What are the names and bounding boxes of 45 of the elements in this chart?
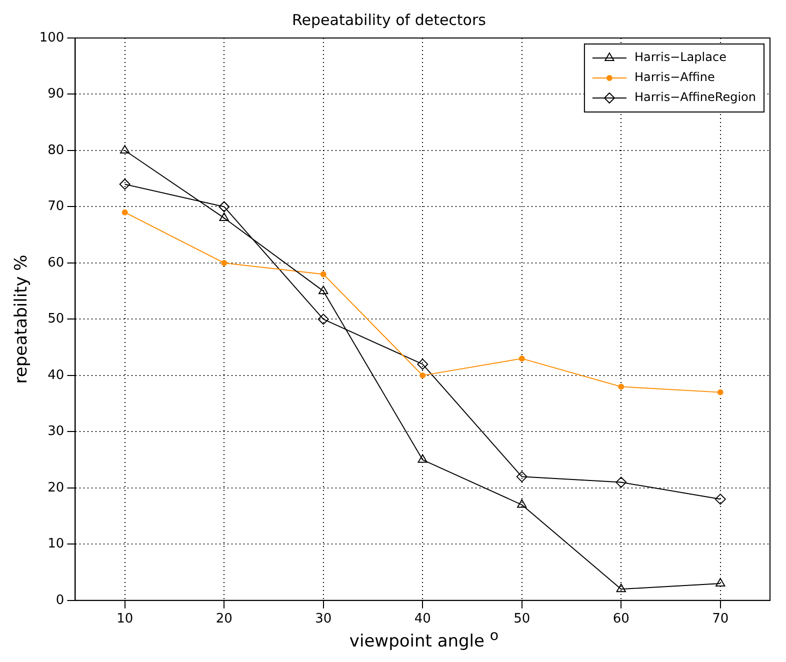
y-tick-label: 30	[48, 424, 64, 440]
point	[219, 212, 229, 221]
point	[716, 578, 726, 587]
point	[120, 144, 130, 154]
point	[714, 494, 726, 505]
point	[119, 178, 130, 190]
y-tick-label: 50	[48, 312, 64, 327]
y-axis-title: repeatability %	[12, 254, 32, 384]
point	[218, 201, 230, 212]
y-tick-label: 20	[48, 480, 64, 496]
point	[418, 454, 428, 463]
y-tick-label: 40	[48, 368, 64, 383]
point	[417, 358, 428, 370]
point	[221, 260, 228, 266]
x-tick-label: 60	[612, 612, 630, 627]
point	[318, 286, 328, 294]
point	[717, 389, 724, 396]
y-tick-label: 0	[56, 592, 64, 608]
legend-label: Harris−AffineRegion	[634, 90, 756, 104]
point	[320, 271, 326, 278]
x-tick-label: 50	[514, 612, 530, 627]
y-tick-label: 10	[48, 536, 64, 552]
point	[616, 476, 627, 488]
x-axis-title: viewpoint angle $^{o}$	[349, 628, 499, 652]
x-tick-label: 20	[216, 612, 232, 627]
legend-label: Harris−Affine	[634, 70, 715, 84]
point	[318, 314, 329, 325]
point	[122, 209, 128, 216]
point	[616, 584, 626, 592]
x-tick-label: 40	[414, 612, 431, 627]
y-tick-label: 80	[48, 142, 64, 158]
y-tick-label: 70	[48, 199, 64, 214]
point	[518, 356, 525, 362]
point	[420, 372, 426, 378]
point	[516, 471, 528, 482]
x-tick-label: 10	[116, 612, 134, 627]
chart-title: Repeatability of detectors	[292, 10, 486, 29]
y-tick-label: 60	[48, 255, 64, 270]
point	[618, 384, 624, 390]
legend-label: Harris−Laplace	[634, 50, 726, 64]
x-tick-label: 30	[315, 612, 332, 627]
y-tick-label: 100	[39, 30, 64, 46]
x-tick-label: 70	[712, 612, 729, 627]
point	[517, 499, 527, 508]
y-tick-label: 90	[48, 86, 64, 102]
